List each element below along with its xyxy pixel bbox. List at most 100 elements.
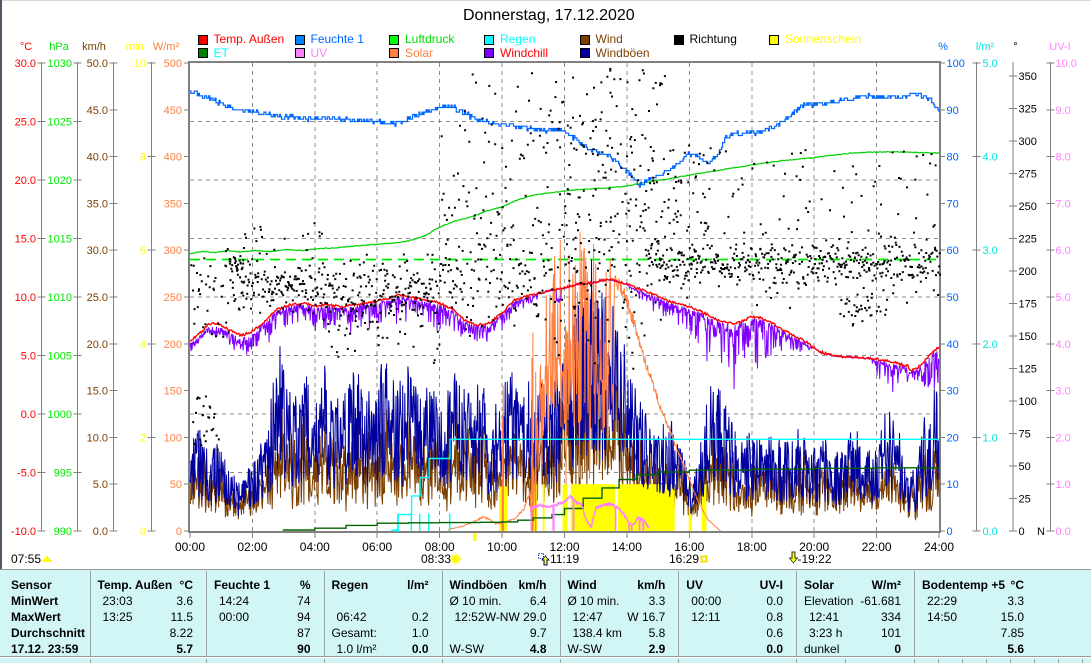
svg-text:07:55: 07:55 — [11, 552, 41, 566]
svg-text:10.0: 10.0 — [15, 292, 36, 304]
svg-text:4.0: 4.0 — [983, 152, 998, 164]
svg-text:80: 80 — [947, 152, 959, 164]
svg-text:325: 325 — [1019, 104, 1037, 116]
svg-text:1020: 1020 — [48, 175, 72, 187]
svg-text:06:00: 06:00 — [362, 540, 392, 554]
svg-text:275: 275 — [1019, 169, 1037, 181]
svg-text:0.0: 0.0 — [93, 526, 108, 538]
svg-text:250: 250 — [164, 292, 182, 304]
svg-text:1.0: 1.0 — [983, 432, 998, 444]
svg-text:500: 500 — [164, 58, 182, 70]
svg-text:6.0: 6.0 — [1056, 245, 1071, 257]
svg-text:125: 125 — [1019, 364, 1037, 376]
svg-text:15.0: 15.0 — [15, 234, 36, 246]
svg-text:25.0: 25.0 — [15, 117, 36, 129]
svg-text:250: 250 — [1019, 201, 1037, 213]
svg-text:2: 2 — [140, 432, 146, 444]
svg-text:5.0: 5.0 — [21, 351, 36, 363]
svg-text:995: 995 — [54, 468, 72, 480]
svg-text:-10.0: -10.0 — [11, 526, 36, 538]
svg-text:150: 150 — [164, 386, 182, 398]
svg-text:990: 990 — [54, 526, 72, 538]
svg-text:1000: 1000 — [48, 409, 72, 421]
svg-text:0.0: 0.0 — [983, 526, 998, 538]
svg-text:8.0: 8.0 — [1056, 152, 1071, 164]
svg-text:00:00: 00:00 — [175, 540, 205, 554]
svg-text:100: 100 — [947, 58, 965, 70]
svg-text:10.0: 10.0 — [1056, 58, 1077, 70]
svg-text:75: 75 — [1019, 429, 1031, 441]
svg-text:200: 200 — [164, 339, 182, 351]
svg-text:45.0: 45.0 — [87, 105, 108, 117]
svg-text:350: 350 — [1019, 71, 1037, 83]
svg-text:0.0: 0.0 — [21, 409, 36, 421]
svg-text:0: 0 — [1019, 526, 1025, 538]
svg-text:1025: 1025 — [48, 117, 72, 129]
svg-text:7.0: 7.0 — [1056, 198, 1071, 210]
svg-text:16:00: 16:00 — [674, 540, 704, 554]
svg-text:-5.0: -5.0 — [17, 468, 36, 480]
svg-text:1005: 1005 — [48, 351, 72, 363]
svg-text:22:00: 22:00 — [862, 540, 892, 554]
svg-text:6: 6 — [140, 245, 146, 257]
svg-text:300: 300 — [1019, 136, 1037, 148]
svg-text:50.0: 50.0 — [87, 58, 108, 70]
svg-text:100: 100 — [1019, 396, 1037, 408]
svg-text:10: 10 — [947, 479, 959, 491]
svg-text:10: 10 — [134, 58, 146, 70]
svg-text:40: 40 — [947, 339, 959, 351]
svg-text:30.0: 30.0 — [87, 245, 108, 257]
svg-text:N: N — [1037, 526, 1045, 538]
svg-text:16:29: 16:29 — [669, 552, 699, 566]
svg-text:1010: 1010 — [48, 292, 72, 304]
svg-text:5.0: 5.0 — [93, 479, 108, 491]
svg-text:10.0: 10.0 — [87, 432, 108, 444]
svg-text:1.0: 1.0 — [1056, 479, 1071, 491]
svg-text:12:00: 12:00 — [549, 540, 579, 554]
svg-text:20.0: 20.0 — [15, 175, 36, 187]
svg-text:08:00: 08:00 — [425, 540, 455, 554]
svg-text:1015: 1015 — [48, 234, 72, 246]
svg-text:20.0: 20.0 — [87, 339, 108, 351]
svg-text:-19:22: -19:22 — [798, 552, 832, 566]
svg-text:40.0: 40.0 — [87, 152, 108, 164]
svg-text:30.0: 30.0 — [15, 58, 36, 70]
svg-text:25: 25 — [1019, 494, 1031, 506]
svg-text:70: 70 — [947, 198, 959, 210]
svg-text:150: 150 — [1019, 331, 1037, 343]
svg-text:8: 8 — [140, 152, 146, 164]
svg-text:2.0: 2.0 — [983, 339, 998, 351]
svg-text:18:00: 18:00 — [737, 540, 767, 554]
svg-text:225: 225 — [1019, 234, 1037, 246]
svg-text:175: 175 — [1019, 299, 1037, 311]
svg-text:50: 50 — [1019, 461, 1031, 473]
svg-text:35.0: 35.0 — [87, 198, 108, 210]
svg-text:400: 400 — [164, 152, 182, 164]
svg-text:5.0: 5.0 — [1056, 292, 1071, 304]
svg-text:15.0: 15.0 — [87, 386, 108, 398]
svg-text:50: 50 — [947, 292, 959, 304]
svg-text:08:33: 08:33 — [421, 552, 451, 566]
svg-text:5.0: 5.0 — [983, 58, 998, 70]
svg-text:3.0: 3.0 — [1056, 386, 1071, 398]
svg-text:300: 300 — [164, 245, 182, 257]
svg-text:200: 200 — [1019, 266, 1037, 278]
svg-text:0: 0 — [176, 526, 182, 538]
svg-text:2.0: 2.0 — [1056, 432, 1071, 444]
svg-text:90: 90 — [947, 105, 959, 117]
svg-text:10:00: 10:00 — [487, 540, 517, 554]
svg-text:02:00: 02:00 — [237, 540, 267, 554]
svg-text:0.0: 0.0 — [1056, 526, 1071, 538]
svg-text:3.0: 3.0 — [983, 245, 998, 257]
svg-text:04:00: 04:00 — [300, 540, 330, 554]
svg-text:14:00: 14:00 — [612, 540, 642, 554]
svg-text:30: 30 — [947, 386, 959, 398]
svg-text:100: 100 — [164, 432, 182, 444]
svg-text:24:00: 24:00 — [924, 540, 954, 554]
svg-text:9.0: 9.0 — [1056, 105, 1071, 117]
svg-text:450: 450 — [164, 105, 182, 117]
svg-text:4.0: 4.0 — [1056, 339, 1071, 351]
svg-text:350: 350 — [164, 198, 182, 210]
svg-text:20: 20 — [947, 432, 959, 444]
svg-text:0: 0 — [140, 526, 146, 538]
